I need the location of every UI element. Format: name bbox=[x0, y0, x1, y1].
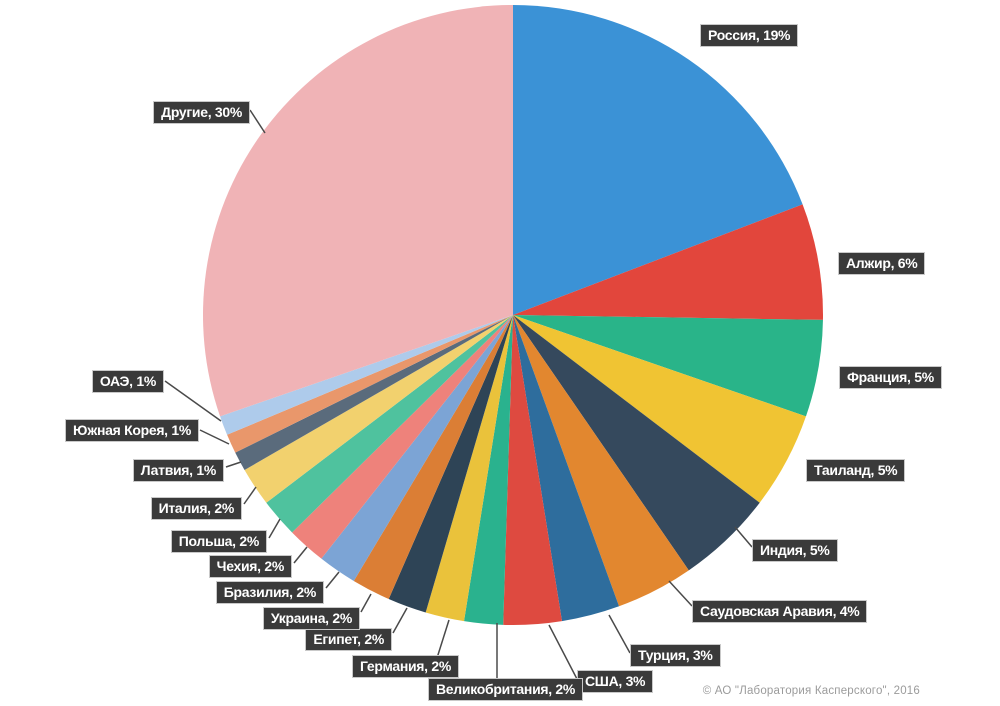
pie-slice bbox=[513, 315, 760, 571]
leader-line bbox=[268, 518, 281, 539]
pie-slice bbox=[321, 315, 513, 581]
leader-line bbox=[392, 607, 408, 634]
pie-slice bbox=[388, 315, 513, 613]
pie-slice bbox=[513, 315, 689, 607]
leader-line bbox=[249, 109, 266, 134]
pie-slice bbox=[513, 4, 803, 315]
pie-slice bbox=[353, 315, 513, 599]
leader-line bbox=[325, 571, 340, 589]
leader-line bbox=[225, 461, 242, 468]
leader-line bbox=[360, 593, 372, 613]
leader-line bbox=[608, 614, 631, 654]
pie-slice bbox=[513, 204, 823, 320]
pie-slice bbox=[513, 315, 806, 503]
pie-slice bbox=[513, 315, 823, 417]
pie-slice bbox=[503, 315, 562, 625]
leader-line bbox=[668, 580, 693, 607]
leader-line bbox=[436, 619, 450, 659]
copyright-text: © АО "Лаборатория Касперского", 2016 bbox=[702, 685, 920, 697]
pie-slice bbox=[464, 315, 513, 625]
leader-line bbox=[243, 486, 257, 505]
pie-slice bbox=[425, 315, 513, 622]
leader-line bbox=[734, 526, 753, 548]
pie-slice bbox=[220, 315, 514, 435]
pie-slice bbox=[227, 315, 513, 453]
leader-line bbox=[164, 380, 222, 422]
pie-slice bbox=[292, 315, 513, 559]
leader-line bbox=[548, 624, 578, 680]
pie-slice bbox=[513, 315, 620, 622]
pie-slice bbox=[235, 315, 514, 470]
leader-line bbox=[293, 546, 308, 564]
pie-slice bbox=[266, 315, 513, 533]
pie-slice bbox=[244, 315, 513, 503]
leader-line bbox=[199, 429, 230, 445]
pie-slice bbox=[203, 5, 513, 417]
